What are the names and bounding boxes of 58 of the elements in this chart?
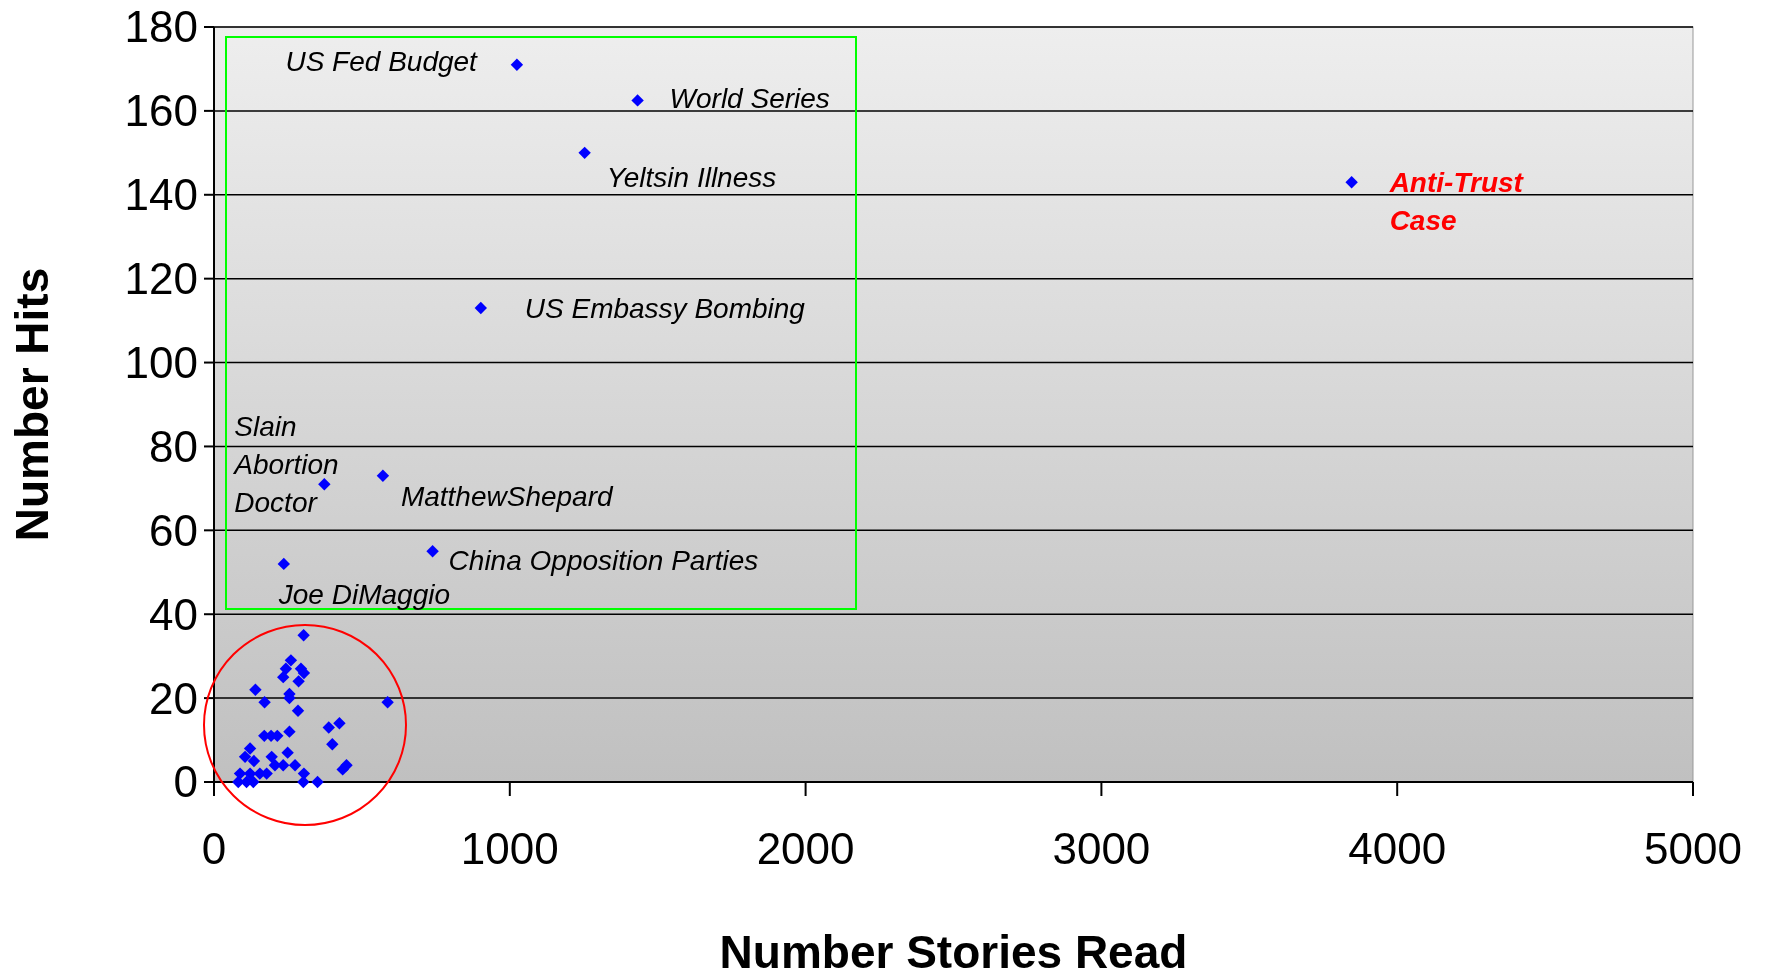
- annotation: MatthewShepard: [400, 480, 615, 512]
- point: [277, 557, 291, 571]
- point: [510, 58, 524, 71]
- x-tick-label: 3000: [1052, 824, 1151, 873]
- y-tick-label: 60: [149, 505, 198, 555]
- x-axis-title: Number Stories Read: [719, 926, 1188, 976]
- y-tick-label: 100: [124, 337, 198, 387]
- point: [291, 704, 305, 717]
- point: [322, 721, 335, 734]
- point: [238, 750, 252, 764]
- y-tick-label: 20: [149, 673, 198, 723]
- point: [474, 301, 488, 315]
- point: [426, 545, 439, 558]
- point: [578, 146, 591, 160]
- point: [1345, 175, 1358, 189]
- point: [297, 775, 310, 789]
- point: [279, 662, 293, 675]
- y-tick-label: 160: [124, 86, 198, 136]
- point: [281, 746, 294, 759]
- y-tick-label: 40: [149, 589, 198, 639]
- point: [277, 670, 290, 684]
- annotation: Slain Abortion Doctor: [232, 410, 339, 518]
- annotation: World Series: [669, 83, 830, 115]
- point: [258, 696, 271, 709]
- y-tick-label: 180: [124, 2, 198, 52]
- annotation: Yeltsin Illness: [606, 161, 777, 193]
- point: [243, 767, 257, 780]
- y-tick-label: 120: [124, 254, 198, 304]
- annotation: US Embassy Bombing: [524, 292, 806, 324]
- x-tick-label: 2000: [756, 824, 855, 873]
- point: [283, 725, 296, 738]
- annotation: US Fed Budget: [285, 45, 479, 77]
- point: [292, 675, 305, 688]
- point: [631, 94, 644, 107]
- point: [381, 696, 394, 709]
- point: [311, 775, 324, 789]
- point: [249, 683, 262, 696]
- y-axis-title: Number Hits: [6, 267, 58, 542]
- annotation: Anti-Trust Case: [1388, 166, 1525, 236]
- y-tick-label: 0: [173, 757, 198, 807]
- point: [297, 628, 310, 642]
- y-tick-label: 140: [124, 170, 198, 220]
- point: [336, 763, 349, 776]
- x-tick-label: 1000: [460, 824, 559, 873]
- y-tick-label: 80: [149, 421, 198, 471]
- x-tick-label: 5000: [1644, 824, 1742, 873]
- point: [243, 742, 257, 755]
- x-tick-label: 4000: [1348, 824, 1447, 873]
- point: [326, 738, 339, 751]
- annotation: Joe DiMaggio: [277, 578, 451, 610]
- annotation: China Opposition Parties: [448, 545, 759, 577]
- point: [288, 759, 302, 772]
- point: [333, 717, 346, 730]
- point: [376, 469, 390, 483]
- point: [265, 750, 278, 764]
- point: [318, 477, 331, 491]
- point: [284, 654, 298, 667]
- point: [247, 754, 261, 768]
